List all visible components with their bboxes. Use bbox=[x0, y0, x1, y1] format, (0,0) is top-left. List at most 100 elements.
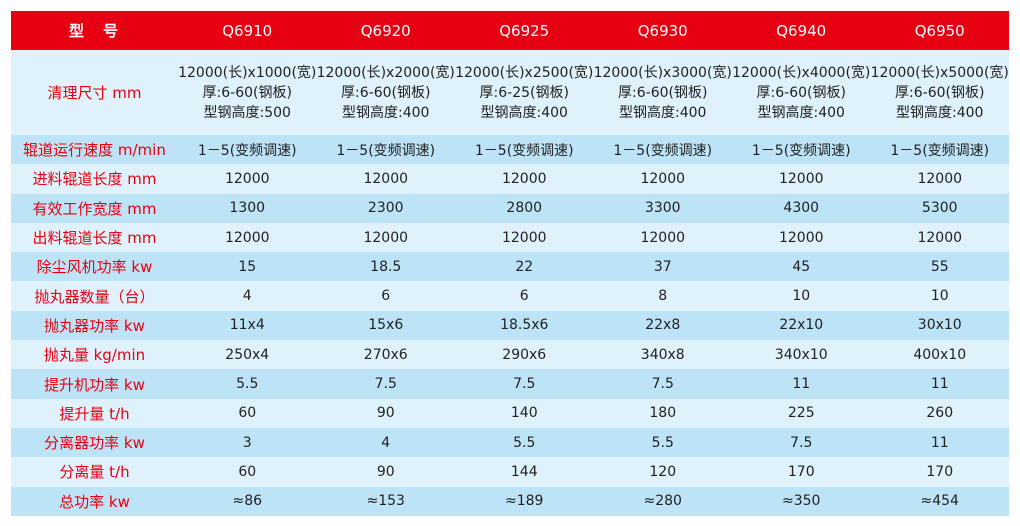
header-model: Q6920 bbox=[360, 21, 411, 40]
table-row: 分离器功率 kw 3 4 5.5 5.5 7.5 11 bbox=[11, 427, 1009, 458]
table-cell: 15 bbox=[238, 258, 257, 275]
table-cell: 2800 bbox=[506, 200, 543, 217]
table-cell: 6 bbox=[519, 288, 529, 305]
table-cell: 12000(长)x4000(宽) 厚:6-60(钢板) 型钢高度:400 bbox=[732, 50, 871, 135]
table-cell: 340x8 bbox=[640, 346, 685, 363]
table-cell: ≈189 bbox=[505, 493, 544, 510]
cell-line: 型钢高度:500 bbox=[203, 104, 291, 121]
table-cell: 170 bbox=[787, 463, 815, 480]
table-cell: 6 bbox=[381, 288, 391, 305]
table-cell: 90 bbox=[376, 463, 395, 480]
cell-line: 型钢高度:400 bbox=[757, 104, 845, 121]
table-cell: 8 bbox=[658, 288, 668, 305]
table-cell: 12000 bbox=[778, 229, 824, 246]
table-cell: 60 bbox=[238, 405, 257, 422]
table-cell: ≈454 bbox=[920, 493, 959, 510]
cell-line: 厚:6-60(钢板) bbox=[341, 84, 431, 101]
row-label: 提升量 t/h bbox=[59, 404, 130, 423]
cell-line: 12000(长)x2000(宽) bbox=[316, 64, 455, 81]
row-label: 分离器功率 kw bbox=[44, 434, 145, 453]
row-label: 分离量 t/h bbox=[59, 463, 130, 482]
table-cell: 7.5 bbox=[790, 434, 813, 451]
table-cell: 260 bbox=[926, 405, 954, 422]
table-cell: 340x10 bbox=[774, 346, 828, 363]
table-cell: 60 bbox=[238, 463, 257, 480]
table-cell: 7.5 bbox=[374, 376, 397, 393]
cell-line: 12000(长)x3000(宽) bbox=[593, 64, 732, 81]
table-cell: 12000 bbox=[363, 229, 409, 246]
cell-line: 型钢高度:400 bbox=[480, 104, 568, 121]
row-label: 除尘风机功率 kw bbox=[36, 258, 153, 277]
table-row: 抛丸器数量（台） 4 6 6 8 10 10 bbox=[11, 281, 1009, 311]
table-cell: 225 bbox=[787, 405, 815, 422]
header-row: 型 号 Q6910 Q6920 Q6925 Q6930 Q6940 Q6950 bbox=[11, 11, 1009, 50]
table-cell: 30x10 bbox=[917, 317, 962, 334]
table-cell: 5.5 bbox=[651, 434, 674, 451]
table-row: 清理尺寸 mm 12000(长)x1000(宽) 厚:6-60(钢板) 型钢高度:50… bbox=[11, 50, 1009, 135]
header-model: Q6940 bbox=[776, 21, 827, 40]
table-cell: 1－5(变频调速) bbox=[890, 142, 990, 159]
table-cell: 144 bbox=[510, 463, 538, 480]
table-cell: 12000(长)x5000(宽) 厚:6-60(钢板) 型钢高度:400 bbox=[871, 50, 1010, 135]
cell-line: 12000(长)x1000(宽) bbox=[178, 64, 317, 81]
table-cell: 5300 bbox=[921, 200, 958, 217]
table-cell: 12000 bbox=[501, 229, 547, 246]
table-cell: 250x4 bbox=[225, 346, 270, 363]
table-cell: 12000 bbox=[917, 170, 963, 187]
table-cell: 290x6 bbox=[502, 346, 547, 363]
table-cell: 12000(长)x1000(宽) 厚:6-60(钢板) 型钢高度:500 bbox=[178, 50, 317, 135]
table-cell: 120 bbox=[649, 463, 677, 480]
table-cell: 11 bbox=[792, 376, 811, 393]
table-cell: 12000 bbox=[640, 170, 686, 187]
table-cell: 12000(长)x2500(宽) 厚:6-25(钢板) 型钢高度:400 bbox=[455, 50, 594, 135]
table-cell: 270x6 bbox=[363, 346, 408, 363]
table-row: 总功率 kw ≈86 ≈153 ≈189 ≈280 ≈350 ≈454 bbox=[11, 486, 1009, 516]
cell-line: 厚:6-25(钢板) bbox=[479, 84, 569, 101]
table-cell: 12000 bbox=[224, 229, 270, 246]
table-cell: 12000 bbox=[640, 229, 686, 246]
header-model: Q6925 bbox=[499, 21, 550, 40]
table-cell: 5.5 bbox=[513, 434, 536, 451]
table-cell: 22x8 bbox=[645, 317, 681, 334]
table-row: 抛丸量 kg/min 250x4 270x6 290x6 340x8 340x10 400x… bbox=[11, 340, 1009, 370]
table-row: 抛丸器功率 kw 11x4 15x6 18.5x6 22x8 22x10 30x10 bbox=[11, 310, 1009, 341]
table-cell: 1－5(变频调速) bbox=[613, 142, 713, 159]
table-row: 提升量 t/h 60 90 140 180 225 260 bbox=[11, 398, 1009, 428]
table-cell: 11 bbox=[930, 376, 949, 393]
table-cell: 3300 bbox=[644, 200, 681, 217]
table-cell: 11x4 bbox=[229, 317, 265, 334]
cell-line: 型钢高度:400 bbox=[896, 104, 984, 121]
table-cell: 1－5(变频调速) bbox=[336, 142, 436, 159]
cell-line: 12000(长)x2500(宽) bbox=[455, 64, 594, 81]
cell-line: 厚:6-60(钢板) bbox=[756, 84, 846, 101]
header-model: Q6910 bbox=[222, 21, 273, 40]
table-cell: 12000 bbox=[224, 170, 270, 187]
cell-line: 12000(长)x4000(宽) bbox=[732, 64, 871, 81]
header-model: Q6950 bbox=[914, 21, 965, 40]
table-cell: 12000 bbox=[917, 229, 963, 246]
row-label: 提升机功率 kw bbox=[44, 375, 145, 394]
table-cell: 12000 bbox=[778, 170, 824, 187]
row-label: 抛丸量 kg/min bbox=[43, 346, 146, 365]
cell-line: 12000(长)x5000(宽) bbox=[870, 64, 1009, 81]
table-cell: 18.5 bbox=[370, 258, 402, 275]
table-row: 出料辊道长度 mm 12000 12000 12000 12000 12000 12000 bbox=[11, 222, 1009, 253]
cell-line: 厚:6-60(钢板) bbox=[618, 84, 708, 101]
table-cell: 5.5 bbox=[236, 376, 259, 393]
row-label: 出料辊道长度 mm bbox=[32, 229, 157, 248]
row-label: 进料辊道长度 mm bbox=[32, 170, 157, 189]
table-cell: 180 bbox=[649, 405, 677, 422]
row-label: 抛丸器数量（台） bbox=[34, 287, 155, 306]
table-cell: 22x10 bbox=[779, 317, 824, 334]
row-label: 总功率 kw bbox=[59, 492, 130, 511]
header-model: Q6930 bbox=[637, 21, 688, 40]
table-cell: 45 bbox=[792, 258, 811, 275]
table-cell: ≈280 bbox=[643, 493, 682, 510]
table-cell: 12000 bbox=[363, 170, 409, 187]
table-cell: 3 bbox=[242, 434, 252, 451]
header-model-label: 型 号 bbox=[68, 22, 120, 40]
table-cell: 22 bbox=[515, 258, 534, 275]
table-cell: ≈350 bbox=[782, 493, 821, 510]
table-cell: 140 bbox=[510, 405, 538, 422]
table-cell: 1300 bbox=[229, 200, 266, 217]
